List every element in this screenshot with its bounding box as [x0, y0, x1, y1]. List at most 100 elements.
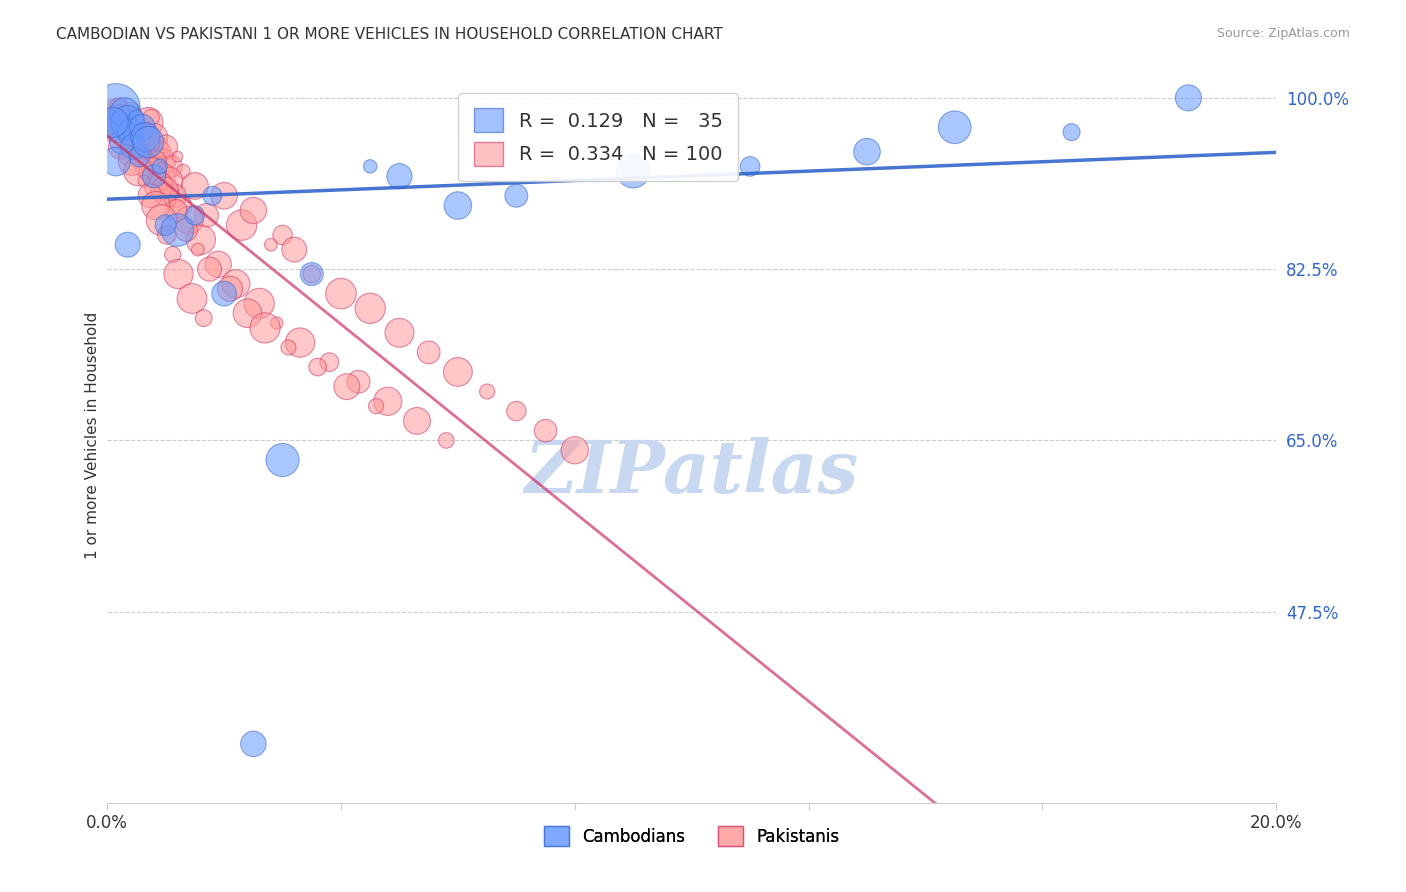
Point — [288, 335, 311, 350]
Point — [212, 188, 235, 202]
Point — [193, 311, 215, 326]
Point — [104, 120, 127, 135]
Point — [115, 120, 138, 135]
Point — [125, 111, 148, 125]
Point — [124, 130, 146, 145]
Point — [134, 125, 156, 139]
Point — [534, 424, 557, 438]
Point — [564, 443, 586, 458]
Point — [112, 115, 135, 129]
Point — [388, 326, 411, 340]
Point — [142, 164, 165, 178]
Point — [114, 115, 136, 129]
Point — [740, 160, 762, 174]
Point — [236, 306, 259, 320]
Point — [127, 164, 149, 178]
Point — [148, 178, 170, 193]
Point — [108, 111, 131, 125]
Point — [132, 174, 155, 188]
Point — [377, 394, 399, 409]
Point — [122, 135, 145, 149]
Point — [165, 203, 187, 218]
Point — [277, 341, 299, 355]
Point — [190, 233, 212, 247]
Point — [134, 130, 156, 145]
Point — [117, 125, 139, 139]
Point — [318, 355, 340, 369]
Y-axis label: 1 or more Vehicles in Household: 1 or more Vehicles in Household — [86, 312, 100, 559]
Point — [283, 243, 305, 257]
Point — [155, 140, 177, 154]
Point — [266, 316, 288, 330]
Point — [117, 237, 139, 252]
Text: CAMBODIAN VS PAKISTANI 1 OR MORE VEHICLES IN HOUSEHOLD CORRELATION CHART: CAMBODIAN VS PAKISTANI 1 OR MORE VEHICLE… — [56, 27, 723, 42]
Point — [150, 169, 173, 184]
Point — [114, 105, 136, 120]
Point — [301, 267, 323, 281]
Point — [271, 227, 294, 242]
Point — [131, 120, 153, 135]
Point — [162, 247, 184, 261]
Point — [155, 218, 177, 232]
Point — [153, 184, 176, 198]
Point — [160, 160, 183, 174]
Point — [359, 301, 381, 316]
Point — [184, 208, 207, 222]
Point — [121, 154, 143, 169]
Point — [163, 188, 186, 202]
Point — [254, 321, 277, 335]
Point — [101, 120, 124, 135]
Point — [128, 150, 150, 164]
Point — [418, 345, 440, 359]
Point — [201, 188, 224, 202]
Point — [139, 188, 162, 202]
Point — [122, 140, 145, 154]
Point — [475, 384, 498, 399]
Point — [159, 194, 181, 208]
Point — [181, 292, 204, 306]
Point — [177, 213, 200, 227]
Point — [136, 160, 159, 174]
Point — [149, 160, 172, 174]
Point — [505, 404, 527, 418]
Legend: Cambodians, Pakistanis: Cambodians, Pakistanis — [537, 820, 846, 853]
Point — [108, 120, 131, 135]
Point — [359, 160, 381, 174]
Point — [146, 140, 169, 154]
Point — [120, 125, 142, 139]
Point — [127, 135, 149, 149]
Point — [111, 135, 134, 149]
Point — [152, 154, 174, 169]
Point — [150, 213, 173, 227]
Point — [301, 267, 323, 281]
Point — [219, 282, 242, 296]
Point — [307, 359, 329, 374]
Point — [105, 154, 128, 169]
Point — [198, 262, 221, 277]
Point — [120, 105, 142, 120]
Point — [107, 111, 129, 125]
Point — [132, 145, 155, 159]
Point — [260, 237, 283, 252]
Point — [129, 150, 152, 164]
Point — [505, 188, 527, 202]
Point — [247, 296, 270, 310]
Point — [117, 115, 139, 129]
Point — [271, 453, 294, 467]
Text: ZIPatlas: ZIPatlas — [524, 437, 859, 508]
Point — [149, 145, 172, 159]
Point — [105, 101, 128, 115]
Point — [336, 379, 359, 393]
Point — [388, 169, 411, 184]
Point — [225, 277, 247, 291]
Point — [143, 130, 166, 145]
Point — [169, 198, 191, 212]
Point — [330, 286, 353, 301]
Point — [111, 111, 134, 125]
Point — [1060, 125, 1083, 139]
Point — [621, 164, 644, 178]
Point — [145, 198, 167, 212]
Point — [447, 365, 470, 379]
Point — [364, 399, 387, 413]
Point — [167, 267, 190, 281]
